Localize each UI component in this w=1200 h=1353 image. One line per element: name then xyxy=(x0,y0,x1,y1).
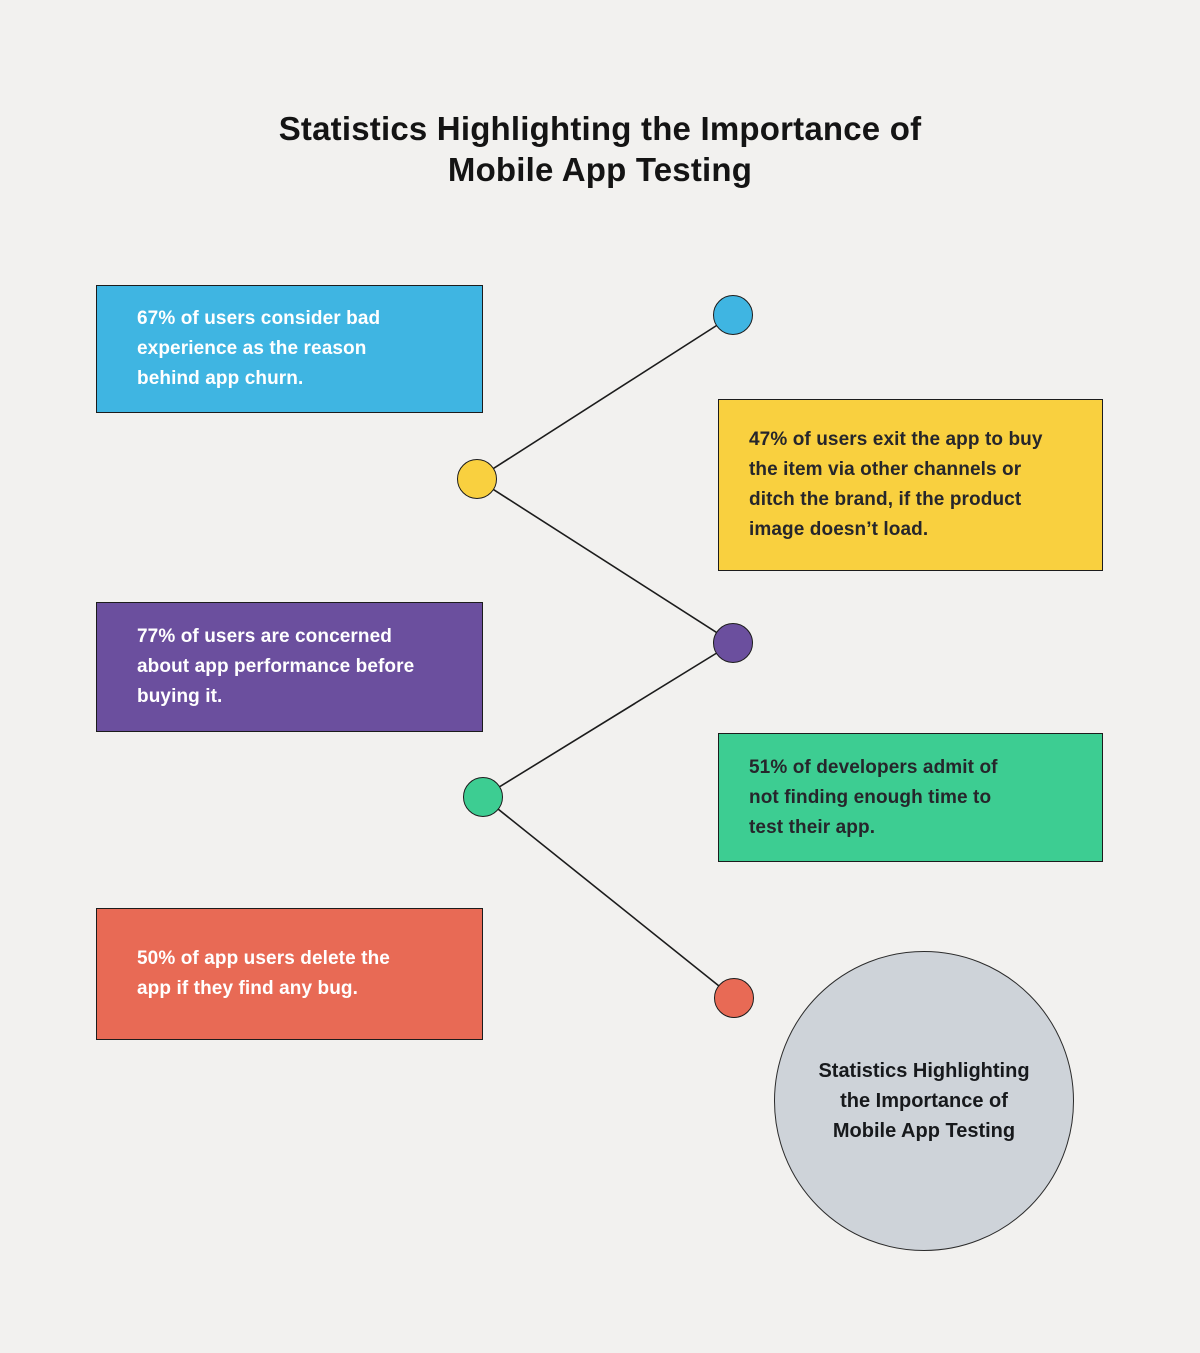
stat-text-line: experience as the reason xyxy=(137,338,367,359)
page-title: Statistics Highlighting the Importance o… xyxy=(0,108,1200,190)
stat-text-line: 77% of users are concerned xyxy=(137,626,392,647)
connector-line-3 xyxy=(482,642,734,798)
timeline-node-app-performance-concern xyxy=(713,623,753,663)
summary-circle-label-line: Statistics Highlighting xyxy=(818,1060,1030,1082)
timeline-node-delete-app-on-bug xyxy=(714,978,754,1018)
summary-circle-label-line: the Importance of xyxy=(840,1090,1008,1112)
stat-text-line: 67% of users consider bad xyxy=(137,308,381,329)
stat-text-line: ditch the brand, if the product xyxy=(749,489,1022,510)
stat-text-line: behind app churn. xyxy=(137,368,304,389)
stat-text-line: test their app. xyxy=(749,816,876,838)
stat-box-product-image-load: 47% of users exit the app to buy the ite… xyxy=(718,399,1103,571)
page-title-line2: Mobile App Testing xyxy=(447,151,753,188)
stat-box-app-performance-concern: 77% of users are concerned about app per… xyxy=(96,602,483,732)
stat-box-developer-testing-time: 51% of developers admit of not finding e… xyxy=(718,733,1103,862)
summary-circle-label-line: Mobile App Testing xyxy=(832,1120,1016,1142)
stat-text-line: image doesn’t load. xyxy=(749,519,929,540)
timeline-node-product-image-load xyxy=(457,459,497,499)
timeline-node-bad-experience-churn xyxy=(713,295,753,335)
stat-text-line: the item via other channels or xyxy=(749,459,1022,480)
connector-line-1 xyxy=(476,314,734,480)
page-title-line1: Statistics Highlighting the Importance o… xyxy=(278,110,922,147)
stat-text-line: 50% of app users delete the xyxy=(137,948,390,969)
timeline-node-developer-testing-time xyxy=(463,777,503,817)
stat-box-delete-app-on-bug: 50% of app users delete the app if they … xyxy=(96,908,483,1040)
connector-line-4 xyxy=(482,796,735,999)
stat-text-line: 51% of developers admit of xyxy=(749,756,998,778)
summary-circle: Statistics Highlighting the Importance o… xyxy=(774,951,1074,1251)
stat-text-line: about app performance before xyxy=(137,656,415,677)
connector-line-2 xyxy=(476,478,734,644)
stat-text-line: app if they find any bug. xyxy=(137,978,358,999)
stat-box-bad-experience-churn: 67% of users consider bad experience as … xyxy=(96,285,483,413)
stat-text-line: 47% of users exit the app to buy xyxy=(749,429,1043,450)
stat-text-line: not finding enough time to xyxy=(749,786,992,808)
stat-text-line: buying it. xyxy=(137,686,223,707)
